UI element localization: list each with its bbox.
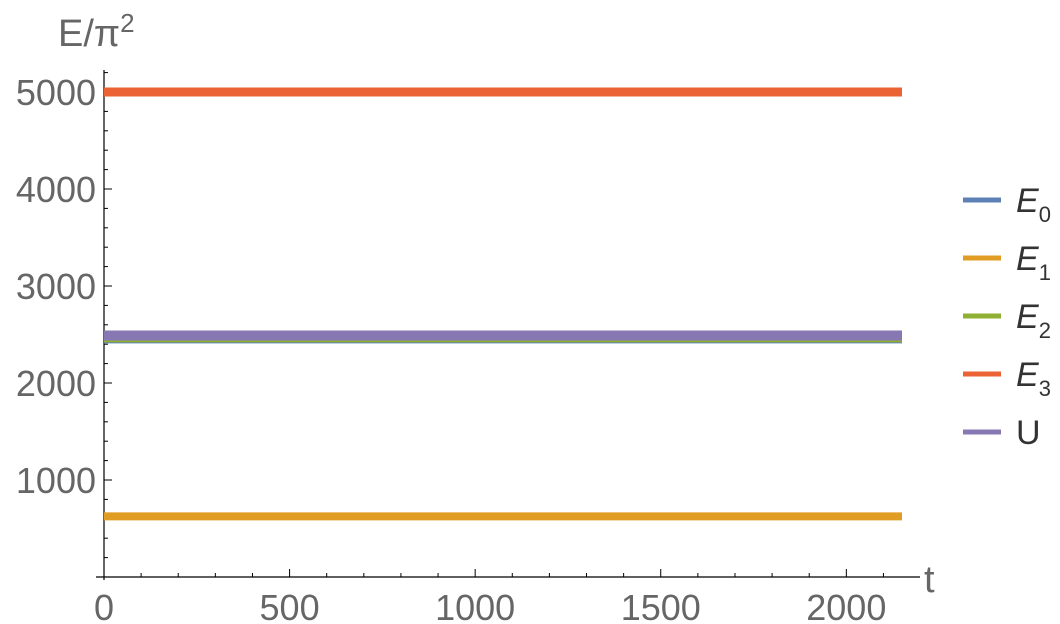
tick-labels: 0 500 1000 1500 2000 1000 2000 3000 4000 5000 xyxy=(16,72,886,624)
x-axis-label: t xyxy=(924,559,935,601)
series-lines xyxy=(104,87,902,521)
y-tick-label: 4000 xyxy=(16,169,96,210)
legend-label: E2 xyxy=(1016,298,1051,343)
legend-label: E1 xyxy=(1016,240,1051,285)
x-tick-label: 1500 xyxy=(621,587,701,624)
y-tick-label: 2000 xyxy=(16,363,96,404)
legend: E0 E1 E2 E3 U xyxy=(963,182,1051,452)
x-tick-label: 0 xyxy=(94,587,114,624)
legend-label: U xyxy=(1016,414,1041,452)
axes xyxy=(96,70,920,580)
x-tick-label: 2000 xyxy=(806,587,886,624)
x-tick-label: 500 xyxy=(260,587,320,624)
ticks xyxy=(103,72,884,578)
y-tick-label: 5000 xyxy=(16,72,96,113)
y-tick-label: 1000 xyxy=(16,460,96,501)
x-tick-label: 1000 xyxy=(435,587,515,624)
legend-label: E3 xyxy=(1016,356,1051,401)
legend-label: E0 xyxy=(1016,182,1051,227)
y-axis-label: E/π2 xyxy=(58,8,135,55)
y-tick-label: 3000 xyxy=(16,266,96,307)
